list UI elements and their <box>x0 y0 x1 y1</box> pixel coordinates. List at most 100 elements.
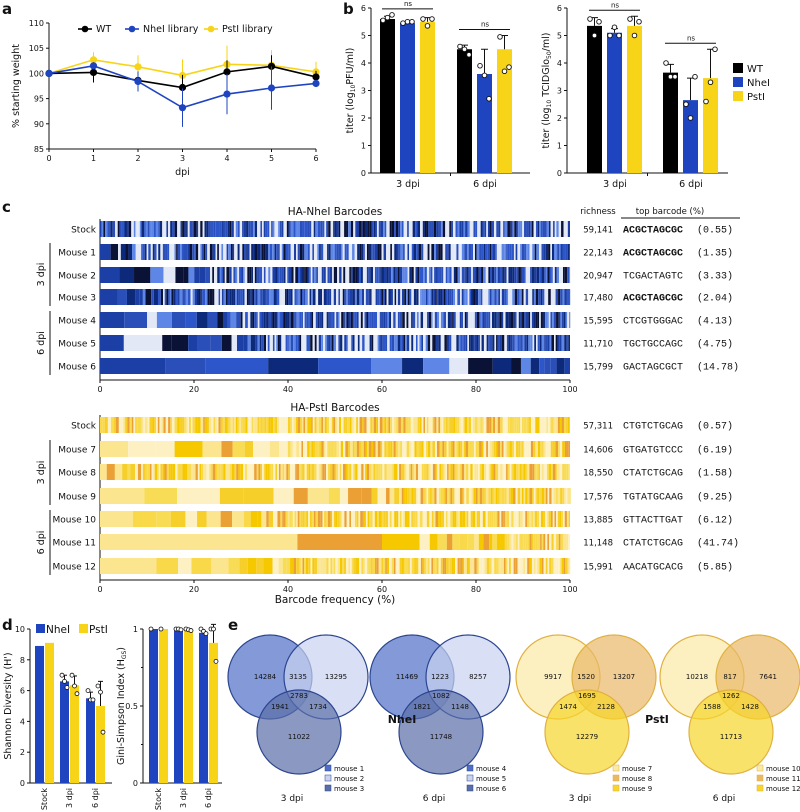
barcode-segment <box>171 289 174 305</box>
barcode-segment <box>551 511 553 527</box>
barcode-segment <box>365 289 369 305</box>
barcode-segment <box>383 244 387 260</box>
barcode-segment <box>449 289 452 305</box>
bar <box>497 49 512 173</box>
barcode-segment <box>369 221 372 237</box>
barcode-segment <box>551 558 554 574</box>
y-tick-label: 4 <box>557 59 562 68</box>
barcode-segment <box>242 244 244 260</box>
barcode-segment <box>295 464 297 480</box>
barcode-segment <box>522 221 525 237</box>
barcode-segment <box>471 244 474 260</box>
barcode-segment <box>463 312 465 328</box>
barcode-segment <box>516 464 519 480</box>
barcode-segment <box>358 221 362 237</box>
barcode-segment <box>535 488 538 504</box>
barcode-segment <box>443 417 446 433</box>
barcode-segment <box>478 464 480 480</box>
barcode-segment <box>499 488 502 504</box>
barcode-segment <box>179 417 183 433</box>
barcode-segment <box>498 558 501 574</box>
barcode-segment <box>434 441 438 457</box>
barcode-segment <box>373 267 375 283</box>
barcode-segment <box>387 335 390 351</box>
barcode-segment <box>350 267 353 283</box>
barcode-segment <box>501 312 504 328</box>
barcode-segment <box>504 335 507 351</box>
barcode-segment <box>558 312 561 328</box>
barcode-segment <box>283 335 286 351</box>
barcode-segment <box>544 358 551 374</box>
barcode-segment <box>556 558 559 574</box>
barcode-segment <box>508 312 511 328</box>
barcode-segment <box>172 244 175 260</box>
barcode-segment <box>407 244 410 260</box>
barcode-segment <box>381 289 384 305</box>
barcode-segment <box>196 221 199 237</box>
barcode-segment <box>290 558 294 574</box>
barcode-segment <box>384 289 387 305</box>
barcode-segment <box>466 511 469 527</box>
barcode-segment <box>368 417 371 433</box>
barcode-segment <box>230 417 233 433</box>
barcode-segment <box>560 558 563 574</box>
barcode-segment <box>444 441 447 457</box>
barcode-segment <box>540 289 543 305</box>
barcode-segment <box>530 441 534 457</box>
barcode-segment <box>288 417 290 433</box>
barcode-segment <box>424 267 427 283</box>
barcode-segment <box>339 312 342 328</box>
barcode-segment <box>242 289 245 305</box>
replicate-point <box>100 729 106 735</box>
barcode-segment <box>346 244 349 260</box>
barcode-segment <box>117 221 120 237</box>
barcode-segment <box>285 417 289 433</box>
barcode-segment <box>207 289 210 305</box>
barcode-segment <box>563 312 566 328</box>
barcode-segment <box>457 511 460 527</box>
barcode-segment <box>359 335 363 351</box>
barcode-segment <box>555 244 558 260</box>
barcode-segment <box>256 312 258 328</box>
barcode-segment <box>334 441 337 457</box>
barcode-segment <box>519 335 521 351</box>
barcode-segment <box>496 289 499 305</box>
barcode-segment <box>537 558 540 574</box>
barcode-segment <box>444 511 446 527</box>
barcode-segment <box>124 312 148 328</box>
barcode-segment <box>375 464 378 480</box>
barcode-segment <box>491 417 494 433</box>
barcode-segment <box>466 267 469 283</box>
barcode-segment <box>176 244 178 260</box>
barcode-segment <box>472 417 475 433</box>
barcode-segment <box>475 221 478 237</box>
barcode-segment <box>328 441 331 457</box>
barcode-segment <box>525 289 529 305</box>
barcode-segment <box>351 558 354 574</box>
barcode-segment <box>268 244 270 260</box>
barcode-segment <box>220 511 233 527</box>
barcode-segment <box>448 558 451 574</box>
barcode-segment <box>352 244 355 260</box>
barcode-segment <box>362 417 365 433</box>
barcode-segment <box>265 312 267 328</box>
x-tick-label: 6 dpi <box>204 788 213 808</box>
barcode-segment <box>510 488 514 504</box>
barcode-segment <box>206 221 209 237</box>
barcode-segment <box>412 511 416 527</box>
barcode-segment <box>206 511 221 527</box>
barcode-segment <box>141 417 144 433</box>
barcode-segment <box>494 221 497 237</box>
venn-circle <box>256 689 342 775</box>
barcode-segment <box>515 488 518 504</box>
venn-count: 817 <box>723 673 736 681</box>
barcode-segment <box>260 464 263 480</box>
barcode-segment <box>504 221 508 237</box>
x-tick-label: 60 <box>377 585 387 594</box>
barcode-segment <box>352 289 355 305</box>
barcode-segment <box>521 464 524 480</box>
barcode-segment <box>477 417 481 433</box>
barcode-segment <box>549 558 552 574</box>
panel-label: e <box>228 616 238 634</box>
barcode-segment <box>544 289 547 305</box>
